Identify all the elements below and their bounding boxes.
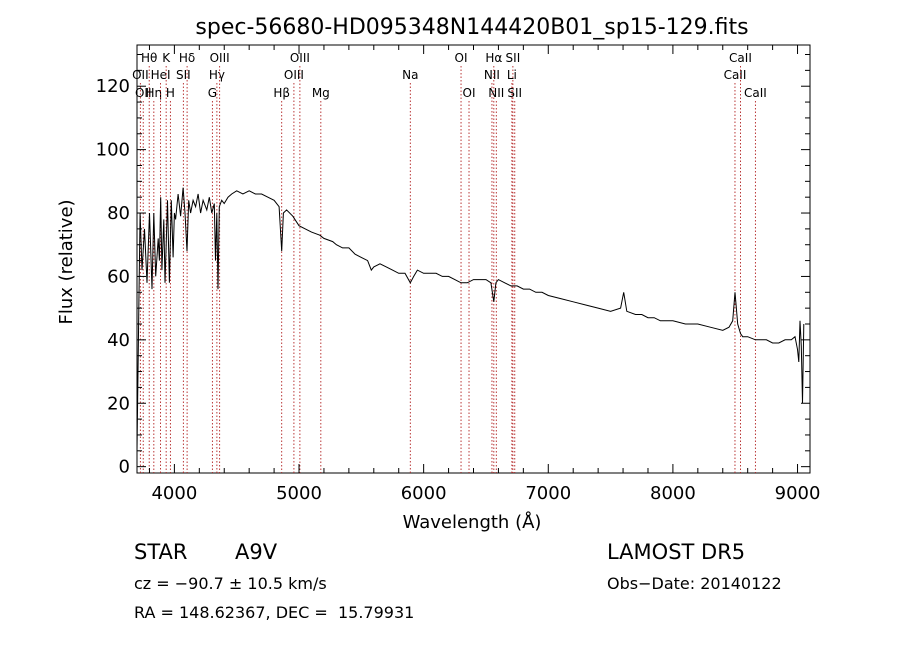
y-axis-label: Flux (relative) — [56, 199, 77, 324]
x-tick-label: 8000 — [650, 483, 696, 504]
line-marker-label: Hγ — [209, 68, 225, 82]
x-axis-label: Wavelength (Å) — [403, 511, 542, 533]
line-marker-label: OI — [455, 51, 468, 65]
x-tick-label: 6000 — [401, 483, 447, 504]
line-marker-label: OIII — [284, 68, 304, 82]
line-marker-label: CaII — [724, 68, 747, 82]
line-marker-label: SII — [506, 51, 521, 65]
line-marker-label: HeI — [151, 68, 171, 82]
chart-title: spec-56680-HD095348N144420B01_sp15-129.f… — [195, 15, 748, 40]
line-marker-label: G — [208, 86, 217, 100]
line-marker-label: OIII — [290, 51, 310, 65]
line-marker-label: CaII — [729, 51, 752, 65]
line-marker-label: Hβ — [273, 86, 290, 100]
line-marker-label: Hη — [146, 86, 163, 100]
line-markers: OIIOIIHθHηHeIKHSIIHδGHγOIIIHβOIIIOIIIMgN… — [132, 51, 767, 473]
line-marker-label: CaII — [744, 86, 767, 100]
line-marker-label: K — [162, 51, 171, 65]
line-marker-label: OI — [463, 86, 476, 100]
object-subclass: A9V — [235, 540, 278, 564]
line-marker-label: OII — [135, 86, 152, 100]
y-axis-ticks: 0 20 40 60 80 100 120 — [96, 54, 810, 478]
coordinates: RA = 148.62367, DEC = 15.79931 — [134, 603, 415, 622]
x-tick-label: 5000 — [276, 483, 322, 504]
y-tick-label: 20 — [107, 393, 130, 414]
line-marker-label: Hδ — [179, 51, 195, 65]
line-marker-label: Na — [402, 68, 418, 82]
plot-frame — [136, 44, 811, 474]
line-marker-label: H — [166, 86, 175, 100]
y-tick-label: 80 — [107, 203, 130, 224]
obs-date: Obs−Date: 20140122 — [607, 574, 782, 593]
y-tick-label: 60 — [107, 266, 130, 287]
x-tick-label: 9000 — [775, 483, 821, 504]
line-marker-label: NII — [484, 68, 500, 82]
line-marker-label: OII — [132, 68, 149, 82]
line-marker-label: Hα — [485, 51, 502, 65]
line-marker-label: Hθ — [141, 51, 157, 65]
y-tick-label: 100 — [96, 140, 130, 161]
line-marker-label: SII — [176, 68, 191, 82]
spectrum-line — [136, 187, 805, 451]
redshift-text: cz = −90.7 ± 10.5 km/s — [134, 574, 327, 593]
survey-label: LAMOST DR5 — [607, 540, 746, 564]
line-marker-label: SII — [507, 86, 522, 100]
y-tick-label: 120 — [96, 76, 130, 97]
line-marker-label: Mg — [312, 86, 330, 100]
y-tick-label: 40 — [107, 330, 130, 351]
x-tick-label: 7000 — [525, 483, 571, 504]
line-marker-label: NII — [488, 86, 504, 100]
x-axis-ticks: 4000 5000 6000 7000 8000 9000 — [148, 45, 821, 504]
y-tick-label: 0 — [119, 457, 130, 478]
object-class: STAR — [134, 540, 188, 564]
line-marker-label: OIII — [210, 51, 230, 65]
line-marker-label: Li — [507, 68, 517, 82]
x-tick-label: 4000 — [151, 483, 197, 504]
